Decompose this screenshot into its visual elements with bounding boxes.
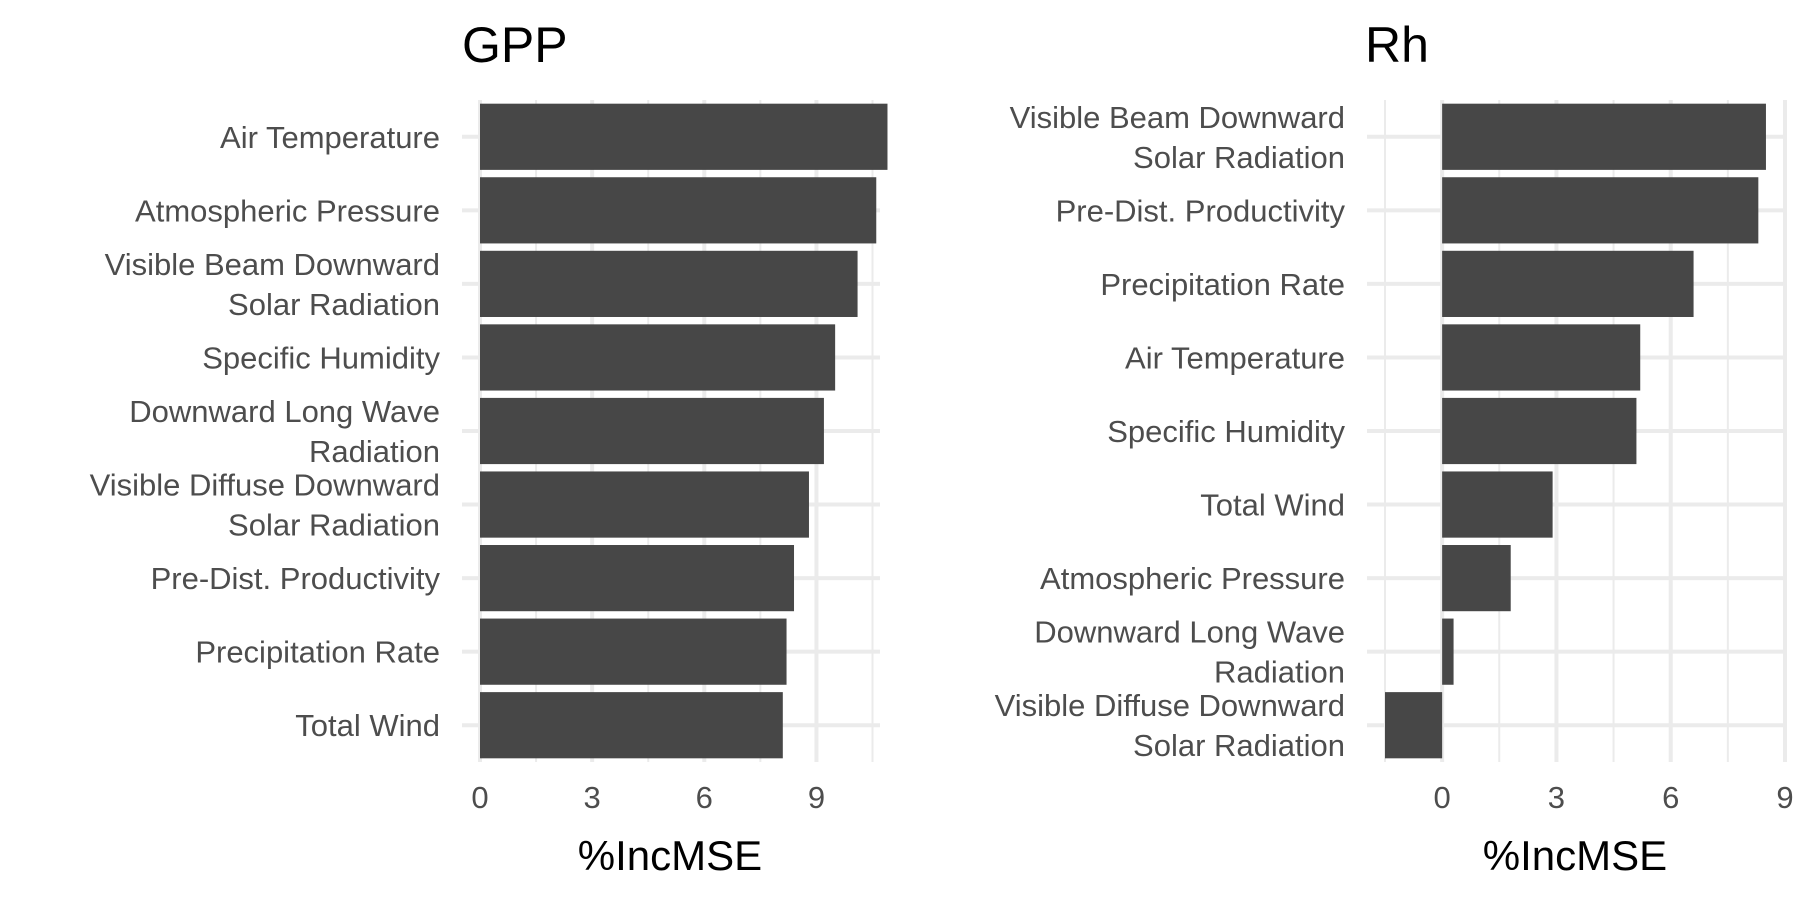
bar bbox=[480, 103, 888, 170]
bar bbox=[480, 471, 809, 538]
bar bbox=[480, 545, 795, 612]
category-label: Pre-Dist. Productivity bbox=[1056, 193, 1346, 228]
x-tick-label: 0 bbox=[471, 780, 488, 815]
category-label: Downward Long Wave bbox=[129, 394, 440, 429]
x-tick-label: 0 bbox=[1434, 780, 1451, 815]
bar bbox=[1442, 545, 1511, 612]
bar bbox=[480, 397, 824, 465]
category-label: Precipitation Rate bbox=[1100, 267, 1345, 302]
panel-title: Rh bbox=[1365, 17, 1429, 73]
bar bbox=[1385, 692, 1443, 759]
x-tick-label: 6 bbox=[696, 780, 713, 815]
bar bbox=[1442, 471, 1553, 538]
bar bbox=[480, 618, 787, 685]
x-tick-label: 3 bbox=[584, 780, 601, 815]
category-label: Precipitation Rate bbox=[195, 635, 440, 670]
category-label: Visible Diffuse Downward bbox=[90, 468, 440, 503]
bar bbox=[1442, 250, 1694, 317]
category-label: Atmospheric Pressure bbox=[1040, 561, 1345, 596]
x-tick-label: 9 bbox=[1776, 780, 1793, 815]
category-label: Atmospheric Pressure bbox=[135, 193, 440, 228]
category-label: Solar Radiation bbox=[228, 287, 440, 322]
x-tick-label: 9 bbox=[808, 780, 825, 815]
bar bbox=[1442, 177, 1759, 244]
bar bbox=[1442, 397, 1637, 465]
x-tick-label: 6 bbox=[1662, 780, 1679, 815]
category-label: Visible Diffuse Downward bbox=[995, 688, 1345, 723]
category-label: Solar Radiation bbox=[1133, 728, 1345, 763]
category-label: Radiation bbox=[1214, 655, 1345, 690]
panel-title: GPP bbox=[462, 17, 568, 73]
category-label: Visible Beam Downward bbox=[1010, 100, 1345, 135]
bar bbox=[1442, 618, 1454, 685]
category-label: Air Temperature bbox=[220, 120, 440, 155]
bar bbox=[480, 324, 836, 391]
category-label: Downward Long Wave bbox=[1034, 615, 1345, 650]
x-axis-title: %IncMSE bbox=[578, 832, 762, 879]
category-label: Solar Radiation bbox=[228, 508, 440, 543]
category-label: Specific Humidity bbox=[202, 340, 440, 375]
category-label: Radiation bbox=[309, 434, 440, 469]
bar bbox=[480, 692, 783, 759]
bar bbox=[480, 177, 877, 244]
category-label: Air Temperature bbox=[1125, 340, 1345, 375]
bar bbox=[1442, 324, 1641, 391]
bar bbox=[1442, 103, 1766, 170]
x-tick-label: 3 bbox=[1548, 780, 1565, 815]
category-label: Total Wind bbox=[295, 708, 440, 743]
category-label: Solar Radiation bbox=[1133, 140, 1345, 175]
category-label: Pre-Dist. Productivity bbox=[151, 561, 441, 596]
panel-1: Visible Beam Downward Solar Radiation Pre-… bbox=[995, 17, 1794, 879]
category-label: Visible Beam Downward bbox=[105, 247, 440, 282]
x-axis-title: %IncMSE bbox=[1483, 832, 1667, 879]
bar bbox=[480, 250, 858, 317]
category-label: Specific Humidity bbox=[1107, 414, 1345, 449]
panel-0: Air Temperature Atmospheric Pressure Visib… bbox=[90, 17, 888, 879]
category-label: Total Wind bbox=[1200, 488, 1345, 523]
